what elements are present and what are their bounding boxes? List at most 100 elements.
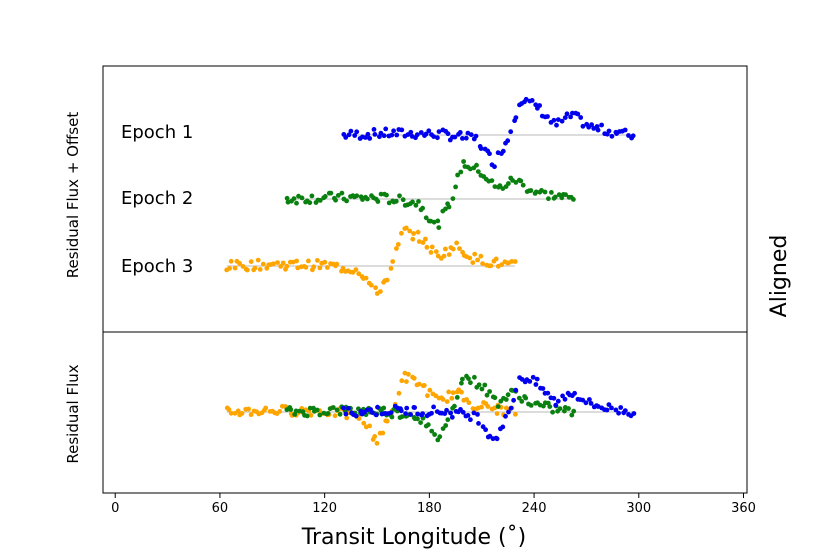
- bottom-epoch-2-point: [505, 392, 511, 398]
- bottom-epoch-2-point: [337, 411, 343, 417]
- bottom-epoch-2-point: [429, 428, 435, 434]
- bottom-epoch-3-point: [503, 405, 509, 411]
- bottom-epoch-2-point: [425, 422, 431, 428]
- top-epoch-3-point: [488, 263, 494, 269]
- bottom-epoch-1-point: [483, 427, 488, 433]
- top-epoch-3-point: [454, 240, 459, 246]
- top-epoch-1-point: [352, 133, 358, 138]
- top-epoch-2-point: [333, 197, 338, 203]
- top-epoch-3-point: [467, 255, 473, 261]
- top-epoch-1-point: [630, 133, 636, 139]
- top-epoch-2-point: [435, 218, 441, 224]
- top-epoch-1-point: [508, 129, 514, 135]
- top-epoch-3-point: [255, 257, 261, 263]
- bottom-epoch-1-point: [609, 405, 614, 411]
- top-epoch-1-point: [554, 122, 559, 128]
- bottom-epoch-3-point: [263, 405, 269, 411]
- bottom-epoch-1-point: [448, 410, 453, 416]
- bottom-epoch-3-point: [380, 430, 386, 436]
- top-epoch-3-point: [228, 258, 234, 264]
- top-epoch-3-point: [499, 262, 505, 268]
- top-epoch-3-point: [480, 261, 485, 266]
- top-epoch-2-point: [528, 188, 534, 193]
- bottom-epoch-1-point: [403, 411, 408, 416]
- bottom-epoch-3-point: [235, 408, 241, 414]
- bottom-epoch-1-point: [420, 411, 425, 416]
- top-epoch-2-point: [458, 169, 464, 175]
- top-epoch-2-point: [436, 225, 442, 231]
- bottom-epoch-1-point: [500, 424, 506, 430]
- top-epoch-3-point: [478, 253, 484, 259]
- bottom-epoch-3-point: [367, 423, 372, 429]
- top-epoch-3-point: [303, 264, 309, 270]
- top-epoch-3-point: [257, 267, 263, 272]
- bottom-epoch-2-point: [432, 432, 437, 437]
- top-epoch-3-point: [411, 231, 416, 236]
- top-epoch-3-point: [509, 259, 515, 264]
- top-epoch-1-point: [492, 164, 497, 170]
- top-epoch-2-point: [446, 204, 452, 210]
- top-epoch-3-point: [420, 240, 426, 246]
- bottom-epoch-2-point: [466, 376, 471, 381]
- bottom-epoch-2-point: [317, 412, 323, 418]
- top-epoch-3-point: [244, 267, 250, 273]
- top-epoch-2-point: [307, 200, 313, 206]
- bottom-epoch-1-point: [369, 410, 375, 415]
- top-epoch-2-point: [344, 198, 349, 204]
- bottom-panel-frame: [102, 331, 748, 494]
- top-epoch-1-point: [468, 132, 474, 138]
- top-epoch-1-point: [354, 129, 360, 135]
- bottom-epoch-1-point: [572, 390, 577, 396]
- top-epoch-1-point: [381, 133, 387, 139]
- top-epoch-3-point: [306, 258, 311, 264]
- top-epoch-1-point: [609, 133, 615, 139]
- top-epoch-1-point: [383, 126, 389, 132]
- top-epoch-1-point: [460, 136, 465, 141]
- top-epoch-1-point: [365, 131, 371, 137]
- bottom-epoch-3-point: [374, 440, 380, 446]
- bottom-epoch-2-point: [443, 423, 449, 428]
- top-epoch-1-point: [545, 114, 550, 119]
- bottom-epoch-1-point: [534, 376, 540, 382]
- top-epoch-3-point: [390, 259, 396, 264]
- top-epoch-2-point: [450, 196, 456, 202]
- top-epoch-3-point: [295, 265, 301, 271]
- top-epoch-3-point: [446, 252, 452, 257]
- bottom-epoch-2-point: [454, 395, 460, 400]
- top-epoch-2-point: [393, 198, 399, 204]
- top-epoch-3-point: [237, 261, 243, 266]
- top-epoch-2-point: [375, 199, 381, 204]
- bottom-epoch-1-point: [555, 398, 561, 404]
- top-epoch-3-point: [322, 259, 328, 265]
- top-epoch-1-point: [595, 127, 601, 133]
- top-epoch-3-point: [378, 289, 383, 294]
- bottom-epoch-1-point: [373, 412, 379, 418]
- top-epoch-2-point: [410, 199, 415, 205]
- top-epoch-2-point: [384, 192, 389, 198]
- top-epoch-3-point: [410, 236, 416, 242]
- bottom-epoch-2-point: [476, 382, 482, 388]
- bottom-epoch-2-point: [569, 412, 575, 418]
- bottom-epoch-1-point: [622, 408, 628, 413]
- bottom-epoch-3-point: [384, 418, 390, 424]
- top-epoch-1-point: [564, 111, 570, 117]
- top-epoch-3-point: [356, 271, 362, 277]
- top-epoch-2-point: [497, 183, 503, 189]
- top-epoch-2-point: [339, 190, 345, 196]
- top-epoch-3-point: [260, 261, 266, 267]
- top-epoch-1-point: [606, 128, 612, 134]
- bottom-epoch-2-point: [437, 434, 443, 440]
- top-epoch-2-point: [518, 178, 524, 184]
- x-tick-label-240: 240: [522, 501, 547, 516]
- top-epoch-2-point: [453, 184, 458, 190]
- bottom-epoch-2-point: [304, 413, 310, 419]
- top-epoch-1-point: [559, 118, 565, 124]
- bottom-epoch-1-point: [476, 421, 481, 426]
- top-epoch-1-point: [348, 128, 354, 134]
- top-epoch-2-point: [400, 197, 406, 203]
- bottom-epoch-2-point: [528, 403, 534, 408]
- bottom-epoch-1-point: [471, 410, 477, 416]
- bottom-epoch-2-point: [314, 407, 320, 413]
- bottom-epoch-1-point: [513, 387, 519, 393]
